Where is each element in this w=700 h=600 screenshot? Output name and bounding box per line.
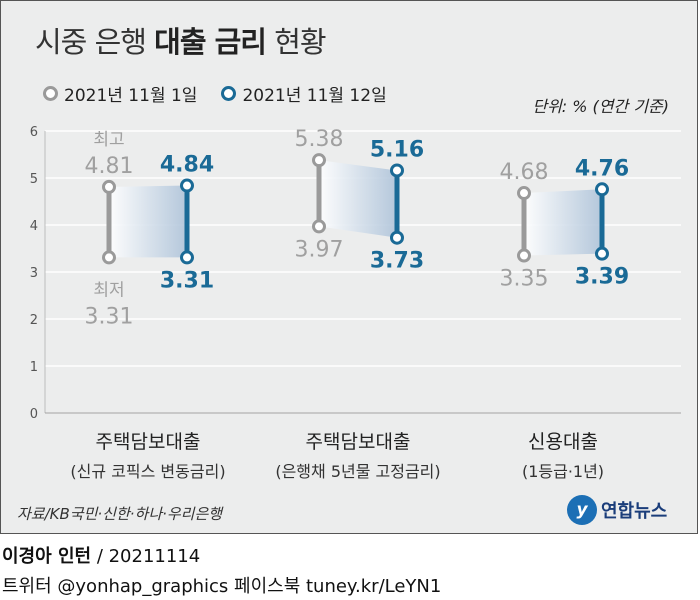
source-note: 자료/KB국민·신한·하나·우리은행 (17, 505, 223, 523)
legend-marker-gray (43, 86, 58, 101)
legend-item-nov1: 2021년 11월 1일 (43, 81, 197, 106)
point-high-nov12 (180, 178, 194, 193)
point-low-nov12 (390, 230, 404, 245)
annotation-high: 최고 (93, 130, 124, 150)
chart-plot: 0 1 2 3 4 5 6 4.81 3.31 4.84 3.31 주택담보대출 (신규 코픽스 변동금… (30, 125, 681, 481)
range-band (524, 189, 602, 256)
legend-marker-blue (221, 86, 237, 101)
credit-name: 이경아 인턴 (2, 546, 92, 567)
title-bold: 대출 금리 (154, 25, 267, 59)
value-label-high-nov12: 5.16 (370, 137, 424, 162)
yonhap-logo: y 연합뉴스 (567, 495, 667, 525)
value-label-low-nov1: 3.97 (295, 237, 344, 262)
category-sublabel: (은행채 5년물 고정금리) (275, 462, 440, 481)
logo-text: 연합뉴스 (601, 501, 668, 522)
title-prefix: 시중 은행 (35, 25, 147, 59)
point-low-nov12 (180, 250, 194, 265)
y-tick-label: 1 (30, 360, 38, 375)
y-tick-label: 5 (30, 172, 38, 187)
point-low-nov1 (517, 248, 531, 263)
social-line: 트위터 @yonhap_graphics 페이스북 tuney.kr/LeYN1 (2, 576, 442, 597)
point-high-nov12 (390, 163, 404, 178)
y-tick-label: 4 (30, 219, 38, 234)
value-label-low-nov12: 3.31 (160, 268, 214, 293)
unit-label: 단위: % (연간 기준) (532, 97, 669, 116)
value-label-high-nov12: 4.76 (575, 156, 629, 181)
category-sublabel: (1등급·1년) (522, 462, 604, 481)
value-label-low-nov12: 3.73 (370, 249, 424, 274)
category-label: 주택담보대출 (96, 431, 201, 453)
legend: 2021년 11월 1일 2021년 11월 12일 (43, 81, 411, 106)
point-high-nov1 (102, 179, 116, 194)
annotation-low: 최저 (93, 280, 124, 300)
credit-date: / 20211114 (96, 546, 201, 567)
title-suffix: 현황 (274, 25, 326, 59)
point-high-nov1 (517, 186, 531, 201)
point-high-nov12 (595, 182, 609, 197)
value-label-high-nov1: 4.81 (85, 154, 134, 179)
legend-label-nov1: 2021년 11월 1일 (64, 86, 198, 106)
value-label-high-nov1: 4.68 (500, 160, 549, 185)
y-tick-label: 6 (30, 125, 38, 140)
legend-label-nov12: 2021년 11월 12일 (242, 86, 387, 106)
y-tick-label: 3 (30, 266, 38, 281)
value-label-low-nov1: 3.35 (500, 267, 549, 292)
range-band (109, 185, 187, 258)
logo-mark: y (567, 495, 597, 525)
point-low-nov1 (312, 219, 326, 234)
legend-item-nov12: 2021년 11월 12일 (221, 81, 387, 106)
category-label: 신용대출 (528, 431, 598, 453)
point-low-nov1 (102, 250, 116, 265)
range-band (319, 160, 397, 238)
value-label-high-nov12: 4.84 (160, 153, 214, 178)
category-sublabel: (신규 코픽스 변동금리) (70, 462, 225, 481)
credit-line: 이경아 인턴 / 20211114 (2, 542, 200, 568)
chart-card: 시중 은행 대출 금리 현황 2021년 11월 1일 2021년 11월 12… (0, 0, 698, 534)
value-label-low-nov12: 3.39 (575, 265, 629, 290)
value-label-low-nov1: 3.31 (85, 304, 134, 329)
y-tick-label: 0 (30, 407, 38, 422)
value-label-high-nov1: 5.38 (295, 127, 344, 152)
category-label: 주택담보대출 (306, 431, 411, 453)
y-tick-label: 2 (30, 313, 38, 328)
point-high-nov1 (312, 153, 326, 168)
point-low-nov12 (595, 246, 609, 261)
chart-title: 시중 은행 대출 금리 현황 (35, 19, 327, 61)
